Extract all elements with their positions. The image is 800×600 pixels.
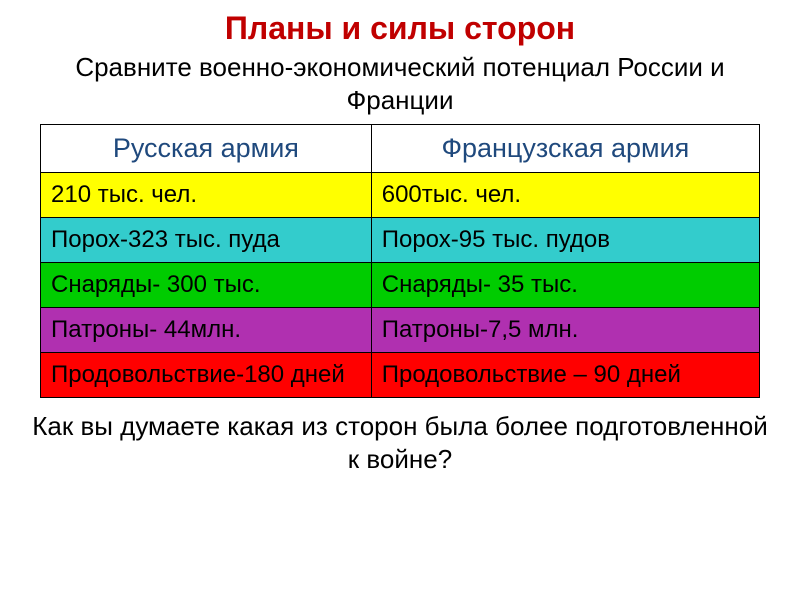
comparison-table: Русская армияФранцузская армия210 тыс. ч… (40, 124, 760, 398)
table-header-cell: Французская армия (371, 125, 759, 173)
slide: Планы и силы сторон Сравните военно-экон… (0, 0, 800, 600)
table-cell: 210 тыс. чел. (41, 173, 372, 218)
table-row: 210 тыс. чел.600тыс. чел. (41, 173, 760, 218)
table-row: Снаряды- 300 тыс.Снаряды- 35 тыс. (41, 263, 760, 308)
slide-title: Планы и силы сторон (30, 10, 770, 47)
table-header-cell: Русская армия (41, 125, 372, 173)
table-cell: Патроны- 44млн. (41, 308, 372, 353)
table-cell: Продовольствие-180 дней (41, 353, 372, 398)
table-row: Продовольствие-180 днейПродовольствие – … (41, 353, 760, 398)
table-cell: Снаряды- 300 тыс. (41, 263, 372, 308)
table-cell: Патроны-7,5 млн. (371, 308, 759, 353)
table-cell: Порох-95 тыс. пудов (371, 218, 759, 263)
table-cell: Снаряды- 35 тыс. (371, 263, 759, 308)
table-cell: Порох-323 тыс. пуда (41, 218, 372, 263)
table-row: Порох-323 тыс. пудаПорох-95 тыс. пудов (41, 218, 760, 263)
table-cell: Продовольствие – 90 дней (371, 353, 759, 398)
table-cell: 600тыс. чел. (371, 173, 759, 218)
table-row: Патроны- 44млн.Патроны-7,5 млн. (41, 308, 760, 353)
slide-subtitle: Сравните военно-экономический потенциал … (30, 51, 770, 116)
table-row: Русская армияФранцузская армия (41, 125, 760, 173)
slide-question: Как вы думаете какая из сторон была боле… (30, 410, 770, 475)
